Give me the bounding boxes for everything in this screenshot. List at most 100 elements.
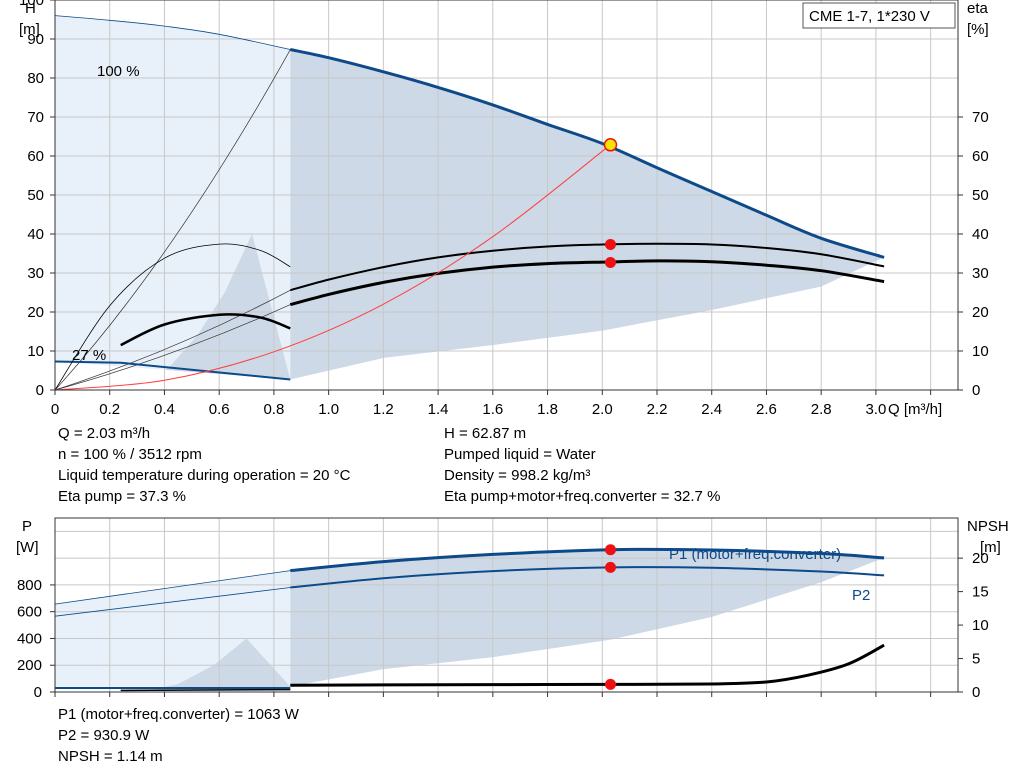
power-tick-label: 600 — [17, 604, 42, 621]
speed-guide-line — [54, 49, 291, 391]
head-tick-label: 0 — [36, 382, 44, 399]
power-axis-unit: [W] — [16, 539, 39, 556]
below-range-area — [290, 257, 958, 390]
flow-tick-label: 1.6 — [482, 401, 503, 418]
head-tick-label: 50 — [27, 187, 44, 204]
bottom-curves — [54, 544, 885, 692]
head-tick-label: 20 — [27, 304, 44, 321]
head-axis-unit: [m] — [19, 21, 40, 38]
head-tick-label: 40 — [27, 226, 44, 243]
info-flow: Q = 2.03 m³/h — [58, 425, 151, 442]
duty-point-npsh — [604, 678, 616, 690]
eta-tick-label: 10 — [972, 343, 989, 360]
eta-pump-curve-extended — [54, 243, 291, 391]
head-tick-label: 80 — [27, 70, 44, 87]
speed-guide-line — [54, 289, 291, 391]
eta-tick-label: 0 — [972, 382, 980, 399]
eta-tick-label: 20 — [972, 304, 989, 321]
eta-tick-label: 70 — [972, 109, 989, 126]
bottom-plot-frame — [54, 517, 959, 693]
head-tick-label: 60 — [27, 148, 44, 165]
flow-tick-label: 0 — [51, 401, 59, 418]
below-min-speed-area — [55, 361, 291, 390]
top-curves — [54, 15, 885, 391]
info-left-top: Q = 2.03 m³/h n = 100 % / 3512 rpm Liqui… — [58, 423, 350, 507]
speed-label-27: 27 % — [72, 347, 106, 364]
info-density: Density = 998.2 kg/m³ — [444, 467, 591, 484]
top-tick-labels: 0 10 20 30 40 50 60 70 80 90 100 0 10 20 30 40 50 60 70 0 0.… — [19, 0, 989, 418]
head-axis-title: H — [25, 0, 36, 17]
flow-tick-label: 1.0 — [318, 401, 339, 418]
p1-series-label: P1 (motor+freq.converter) — [669, 546, 841, 563]
npsh-curve — [290, 643, 885, 687]
head-curve-100 — [289, 48, 885, 259]
flow-tick-label: 2.6 — [756, 401, 777, 418]
info-npsh: NPSH = 1.14 m — [58, 748, 163, 765]
p1-curve-extended — [54, 570, 291, 605]
power-tick-label: 800 — [17, 577, 42, 594]
operating-range-band — [137, 49, 885, 390]
head-curve-100-extended — [54, 15, 291, 50]
eta-tick-label: 50 — [972, 187, 989, 204]
model-label: CME 1-7, 1*230 V — [809, 8, 930, 25]
flow-axis-label: Q [m³/h] — [888, 401, 942, 418]
eta-axis-unit: [%] — [967, 21, 989, 38]
duty-point-p1 — [604, 544, 616, 556]
model-label-box — [802, 2, 956, 29]
info-right-top: H = 62.87 m Pumped liquid = Water Densit… — [444, 423, 720, 507]
npsh-axis-unit: [m] — [980, 539, 1001, 556]
duty-point-eta-total — [604, 256, 616, 268]
system-curve — [54, 144, 611, 391]
duty-point-head — [603, 138, 618, 152]
info-liquid: Pumped liquid = Water — [444, 446, 596, 463]
npsh-tick-label: 10 — [972, 617, 989, 634]
eta-total-curve-low-speed — [120, 313, 291, 347]
info-speed: n = 100 % / 3512 rpm — [58, 446, 202, 463]
npsh-axis-title: NPSH — [967, 518, 1009, 535]
flow-tick-label: 2.4 — [701, 401, 722, 418]
flow-tick-label: 1.4 — [428, 401, 449, 418]
flow-tick-label: 3.0 — [865, 401, 886, 418]
flow-tick-label: 1.2 — [373, 401, 394, 418]
flow-tick-label: 0.8 — [263, 401, 284, 418]
flow-tick-label: 0.4 — [154, 401, 175, 418]
duty-point-eta-pump — [604, 239, 616, 251]
info-head: H = 62.87 m — [444, 425, 527, 442]
npsh-tick-label: 5 — [972, 651, 980, 668]
power-tick-label: 0 — [34, 684, 42, 701]
power-npsh-panel: 0 200 400 600 800 0 5 10 15 20 P [W] NPSH [m] P1 … — [16, 517, 1009, 701]
top-grid — [54, 0, 958, 391]
flow-tick-label: 1.8 — [537, 401, 558, 418]
head-curve-27 — [54, 360, 291, 381]
duty-point-p2 — [604, 561, 616, 573]
flow-tick-label: 0.6 — [209, 401, 230, 418]
flow-tick-label: 2.0 — [592, 401, 613, 418]
eta-tick-label: 60 — [972, 148, 989, 165]
bottom-tick-labels: 0 200 400 600 800 0 5 10 15 20 — [17, 550, 989, 701]
power-below-range — [290, 557, 958, 692]
flow-tick-label: 2.8 — [811, 401, 832, 418]
eta-pump-curve — [290, 242, 885, 292]
npsh-tick-label: 20 — [972, 550, 989, 567]
p-curve-min-speed-lower — [120, 688, 291, 692]
p2-curve-extended — [54, 587, 291, 617]
info-p2: P2 = 930.9 W — [58, 727, 150, 744]
head-tick-label: 30 — [27, 265, 44, 282]
head-tick-label: 90 — [27, 31, 44, 48]
power-tick-label: 400 — [17, 630, 42, 647]
eta-tick-label: 40 — [972, 226, 989, 243]
power-axis-title: P — [22, 518, 32, 535]
head-efficiency-panel: 0 10 20 30 40 50 60 70 80 90 100 0 10 20 30 40 50 60 70 0 0.… — [19, 0, 989, 418]
info-eta-pump: Eta pump = 37.3 % — [58, 488, 186, 505]
eta-total-curve — [289, 259, 885, 307]
info-eta-total: Eta pump+motor+freq.converter = 32.7 % — [444, 488, 721, 505]
eta-tick-label: 30 — [972, 265, 989, 282]
head-tick-label: 10 — [27, 343, 44, 360]
info-p1: P1 (motor+freq.converter) = 1063 W — [58, 706, 299, 723]
eta-axis-title: eta — [967, 0, 989, 17]
info-bottom: P1 (motor+freq.converter) = 1063 W P2 = … — [58, 704, 299, 767]
speed-label-100: 100 % — [97, 63, 140, 80]
flow-tick-label: 2.2 — [647, 401, 668, 418]
power-tick-label: 200 — [17, 657, 42, 674]
